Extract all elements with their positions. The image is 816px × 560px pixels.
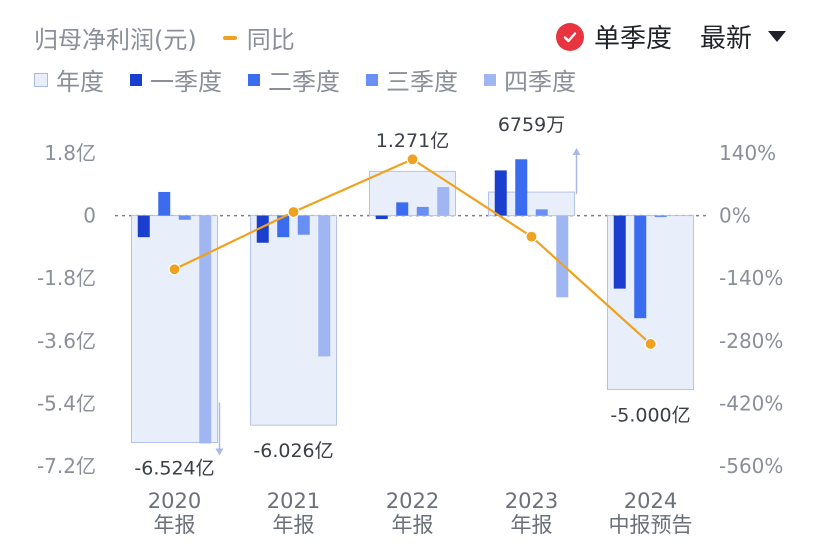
quarter-bar — [318, 215, 331, 357]
yoy-line-icon — [222, 35, 237, 40]
x-category-label: 年报 — [154, 513, 196, 537]
legend-item-label: 年度 — [56, 68, 104, 96]
quarter-bar — [137, 215, 150, 238]
x-category-label: 2020 — [148, 489, 201, 513]
x-category-label: 2023 — [505, 489, 558, 513]
legend-item-label: 二季度 — [268, 68, 340, 96]
quarter-bar — [178, 215, 191, 220]
annual-swatch-icon — [34, 72, 48, 87]
x-category-label: 2021 — [267, 489, 320, 513]
quarter-bar — [277, 215, 290, 238]
annual-value-label: -5.000亿 — [610, 404, 690, 426]
yoy-point — [644, 337, 657, 351]
period-dropdown[interactable]: 最新 — [700, 18, 786, 55]
y-left-tick-label: 1.8亿 — [44, 141, 96, 165]
q3-swatch-icon — [366, 73, 378, 86]
q1-swatch-icon — [130, 73, 142, 86]
chevron-down-icon — [768, 31, 786, 42]
annual-value-label: 6759万 — [498, 114, 565, 136]
yoy-point — [287, 205, 300, 219]
y-left-tick-label: -7.2亿 — [37, 454, 96, 478]
legend-top: 归母净利润(元) 同比 — [34, 20, 321, 55]
quarter-bar — [297, 215, 310, 235]
legend-item-label: 一季度 — [150, 68, 222, 96]
y-right-tick-label: -140% — [719, 266, 783, 290]
q2-swatch-icon — [248, 73, 260, 86]
legend-item-q3[interactable]: 三季度 — [366, 62, 458, 97]
y-left-tick-label: -3.6亿 — [37, 329, 96, 353]
legend-item-q4[interactable]: 四季度 — [484, 62, 576, 97]
single-quarter-label: 单季度 — [593, 24, 672, 54]
y-right-tick-label: -420% — [719, 391, 783, 415]
single-quarter-toggle[interactable]: 单季度 — [555, 18, 672, 55]
x-category-label: 年报 — [392, 513, 434, 537]
quarter-bar — [634, 215, 647, 319]
y-left-tick-label: -1.8亿 — [37, 266, 96, 290]
legend-item-q1[interactable]: 一季度 — [130, 62, 222, 97]
legend-item-q2[interactable]: 二季度 — [248, 62, 340, 97]
quarter-bar — [556, 215, 569, 298]
quarter-bar — [158, 191, 171, 216]
quarter-bar — [494, 170, 507, 216]
marker-arrow-head — [572, 148, 581, 155]
annual-bar — [488, 191, 575, 217]
annual-value-label: 1.271亿 — [376, 130, 449, 152]
quarter-bar — [396, 202, 409, 216]
quarter-bar — [515, 159, 528, 216]
y-right-tick-label: -280% — [719, 329, 783, 353]
yoy-point — [406, 153, 419, 166]
legend-item-label: 三季度 — [386, 68, 458, 96]
x-category-label: 年报 — [511, 513, 553, 537]
quarter-bar — [654, 215, 667, 218]
period-dropdown-label: 最新 — [699, 24, 752, 54]
y-right-tick-label: 0% — [719, 204, 751, 228]
checkmark-icon — [555, 22, 584, 51]
yoy-point — [168, 263, 181, 276]
annual-value-label: -6.524亿 — [134, 457, 214, 479]
quarter-bar — [535, 209, 548, 216]
legend-item-annual[interactable]: 年度 — [34, 62, 104, 97]
x-category-label: 2024 — [624, 489, 677, 513]
quarter-bar — [199, 215, 212, 444]
y-right-tick-label: -560% — [719, 454, 783, 478]
x-category-label: 2022 — [386, 489, 439, 513]
legend-yoy-label: 同比 — [246, 26, 295, 54]
legend-metric-label: 归母净利润(元) — [34, 26, 197, 54]
legend-series: 年度 一季度 二季度 三季度 四季度 — [34, 62, 602, 97]
quarter-bar — [375, 215, 388, 220]
q4-swatch-icon — [484, 73, 496, 86]
legend-item-label: 四季度 — [504, 68, 576, 96]
legend-yoy[interactable]: 同比 — [222, 20, 295, 55]
quarter-bar — [416, 206, 429, 216]
y-left-tick-label: -5.4亿 — [37, 391, 96, 415]
chart-controls: 单季度 最新 — [555, 18, 786, 55]
quarter-bar — [613, 215, 626, 289]
y-right-tick-label: 140% — [719, 141, 776, 165]
quarter-bar — [256, 215, 269, 243]
quarter-bar — [437, 187, 450, 216]
marker-arrow-head — [215, 448, 224, 456]
x-category-label: 中报预告 — [609, 513, 693, 537]
yoy-point — [525, 230, 538, 243]
legend-metric: 归母净利润(元) — [34, 20, 197, 55]
x-category-label: 年报 — [273, 513, 315, 537]
y-left-tick-label: 0 — [83, 204, 96, 228]
annual-value-label: -6.026亿 — [253, 440, 333, 462]
